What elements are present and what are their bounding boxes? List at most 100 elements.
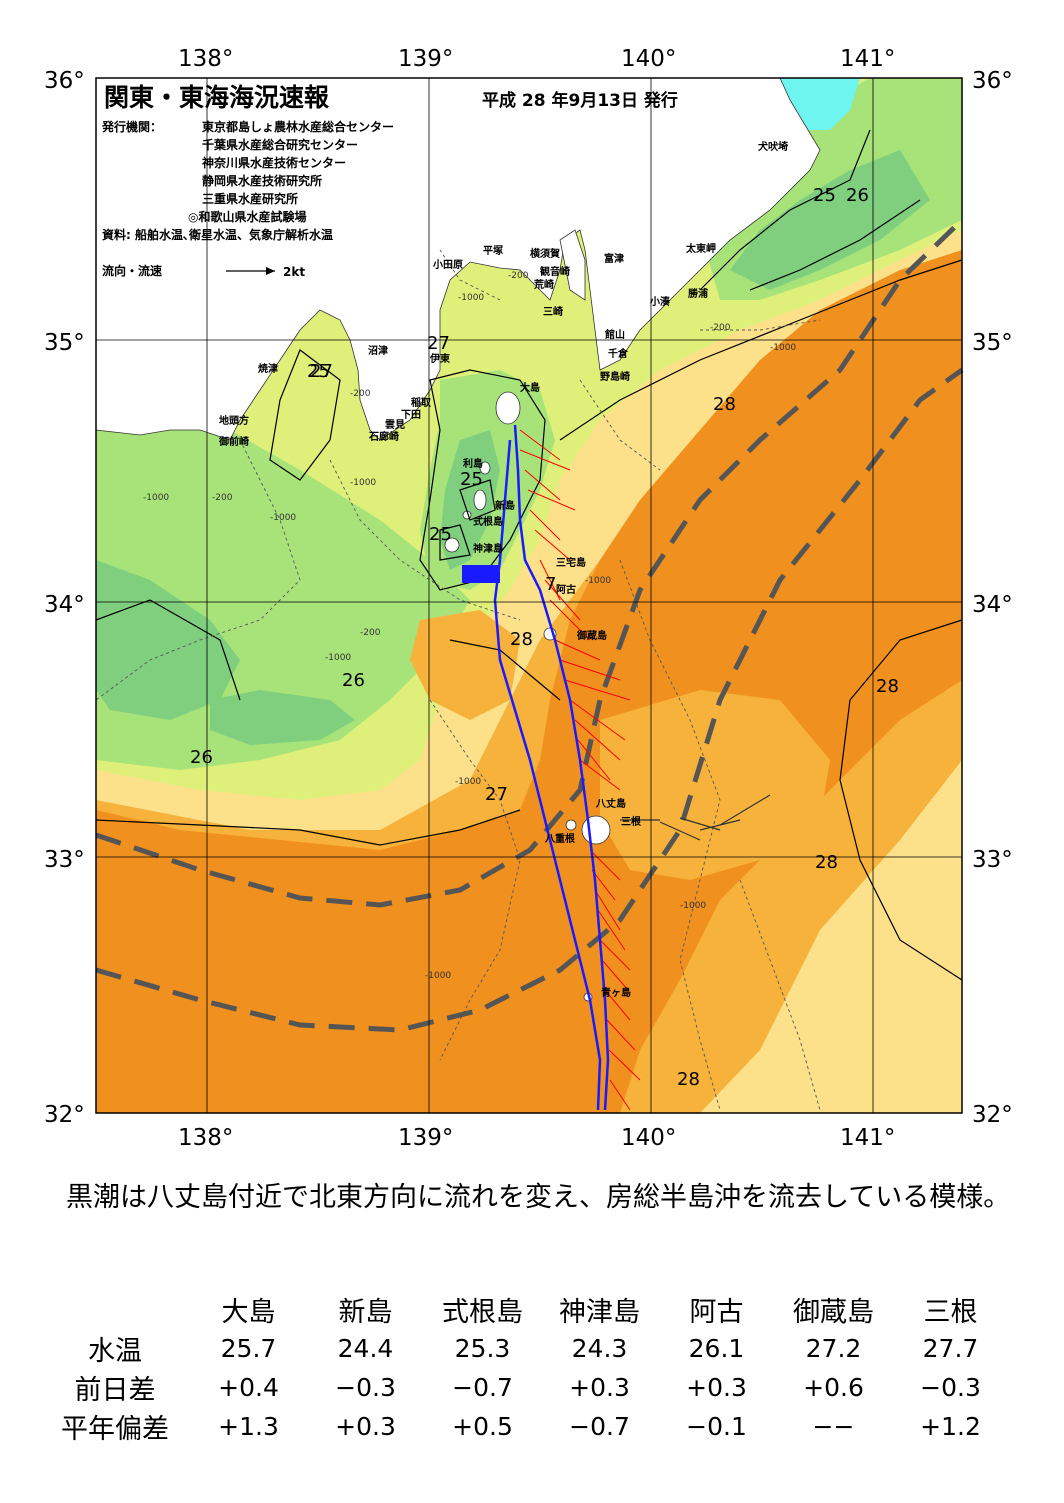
table-row: 水温 25.7 24.4 25.3 24.3 26.1 27.2 27.7 <box>40 1329 1009 1368</box>
lon-bottom-141: 141° <box>840 1125 895 1151</box>
lat-left-35: 35° <box>44 330 85 356</box>
org-item: 静岡県水産技術研究所 <box>202 173 322 188</box>
place-label: 雲見 <box>385 419 405 431</box>
legend-label: 流向・流速 <box>102 263 162 278</box>
place-label: 犬吠埼 <box>758 140 788 153</box>
place-label: 青ヶ島 <box>601 986 631 999</box>
table-cell: +1.3 <box>218 1412 279 1441</box>
lat-left-32: 32° <box>44 1102 85 1128</box>
depth-label: -1000 <box>350 478 376 488</box>
table-cell: 27.2 <box>805 1334 862 1363</box>
column-header: 神津島 <box>559 1297 640 1328</box>
column-header: 式根島 <box>442 1297 523 1328</box>
isotherm-label: 27 <box>427 333 450 354</box>
place-label: 伊東 <box>429 352 450 365</box>
table-corner <box>40 1290 190 1329</box>
lon-bottom-140: 140° <box>621 1125 676 1151</box>
place-label: 野島崎 <box>600 370 630 383</box>
row-label: 前日差 <box>74 1375 156 1406</box>
org-item: 神奈川県水産技術センター <box>202 155 346 170</box>
place-label: 館山 <box>604 328 625 341</box>
lon-top-141: 141° <box>840 46 895 72</box>
place-label: 御蔵島 <box>576 629 607 642</box>
depth-label: -1000 <box>770 343 796 353</box>
isotherm-labels: 25 26 25 27 27 28 25 25 7 28 26 28 26 27… <box>190 185 899 1090</box>
place-label: 横須賀 <box>530 247 560 260</box>
org-label: 発行機関： <box>101 119 162 134</box>
place-label: 小湊 <box>649 295 671 308</box>
depth-label: -200 <box>350 389 371 399</box>
org-item: 千葉県水産総合研究センター <box>202 137 358 152</box>
place-label: 太東岬 <box>685 242 716 255</box>
lon-top-140: 140° <box>621 46 676 72</box>
lon-bottom-138: 138° <box>178 1125 233 1151</box>
table-cell: +0.6 <box>803 1373 864 1402</box>
table-cell: 25.3 <box>454 1334 511 1363</box>
isotherm-label: 28 <box>677 1069 700 1090</box>
place-label: 小田原 <box>432 258 463 271</box>
depth-labels: -200 -1000 -200 -1000 -1000 -200 -1000 -… <box>143 271 796 981</box>
publishers: 発行機関： 東京都島しょ農林水産総合センター 千葉県水産総合研究センター 神奈川… <box>101 119 394 242</box>
place-label: 大島 <box>520 381 540 394</box>
table-cell: −0.1 <box>686 1412 747 1441</box>
place-label: 三崎 <box>543 305 563 318</box>
data-sources: 資料: 船舶水温､衛星水温、気象庁解析水温 <box>102 227 333 242</box>
sea-condition-map: 138° 139° 140° 141° 138° 139° 140° 141° … <box>44 46 1013 1151</box>
lat-right-35: 35° <box>972 330 1013 356</box>
column-header: 新島 <box>338 1297 393 1328</box>
place-label: 三宅島 <box>556 556 586 569</box>
place-label: 阿古 <box>556 583 576 596</box>
lon-top-139: 139° <box>398 46 453 72</box>
place-label: 神津島 <box>473 542 503 555</box>
depth-label: -1000 <box>458 293 484 303</box>
map-frame <box>95 77 963 1114</box>
lon-top-138: 138° <box>178 46 233 72</box>
depth-label: -1000 <box>680 901 706 911</box>
place-label: 千倉 <box>608 347 629 360</box>
place-label: 観音崎 <box>540 265 570 278</box>
place-label: 八重根 <box>544 832 575 845</box>
issue-date: 平成 28 年9月13日 発行 <box>482 90 678 111</box>
table-cell: +0.5 <box>452 1412 513 1441</box>
place-label: 沼津 <box>368 344 388 357</box>
table-cell: 27.7 <box>922 1334 979 1363</box>
table-header-row: 大島 新島 式根島 神津島 阿古 御蔵島 三根 <box>40 1290 1009 1329</box>
place-label: 石廊崎 <box>368 430 399 443</box>
lat-right-32: 32° <box>972 1102 1013 1128</box>
depth-label: -200 <box>508 271 529 281</box>
isotherm-label: 28 <box>815 852 838 873</box>
graticule <box>96 78 962 1113</box>
table-cell: 24.3 <box>571 1334 628 1363</box>
isotherm-label: 27 <box>485 784 508 805</box>
east-current-vectors <box>620 794 771 841</box>
column-header: 御蔵島 <box>793 1297 874 1328</box>
degree-labels: 138° 139° 140° 141° 138° 139° 140° 141° … <box>44 46 1013 1151</box>
lon-bottom-139: 139° <box>398 1125 453 1151</box>
isotherm-label: 28 <box>713 394 736 415</box>
isotherm-label: 25 <box>813 185 836 206</box>
row-label: 水温 <box>88 1336 142 1367</box>
depth-label: -1000 <box>425 971 451 981</box>
place-label: 新島 <box>495 499 515 512</box>
lat-right-34: 34° <box>972 592 1013 618</box>
lat-right-33: 33° <box>972 847 1013 873</box>
org-item: 三重県水産研究所 <box>202 191 298 206</box>
table-cell: +0.4 <box>218 1373 279 1402</box>
table-cell: −0.3 <box>335 1373 396 1402</box>
depth-label: -1000 <box>270 513 296 523</box>
org-item: ◎和歌山県水産試験場 <box>188 209 306 224</box>
table-cell: +0.3 <box>335 1412 396 1441</box>
table-row: 平年偏差 +1.3 +0.3 +0.5 −0.7 −0.1 −− +1.2 <box>40 1407 1009 1446</box>
isotherm-label: 26 <box>846 185 869 206</box>
table-row: 前日差 +0.4 −0.3 −0.7 +0.3 +0.3 +0.6 −0.3 <box>40 1368 1009 1407</box>
column-header: 三根 <box>923 1297 978 1328</box>
place-label: 富津 <box>604 252 624 265</box>
lat-left-33: 33° <box>44 847 85 873</box>
depth-contours <box>95 249 821 1111</box>
place-label: 利島 <box>463 457 483 470</box>
place-label: 平塚 <box>483 244 503 257</box>
org-item: 東京都島しょ農林水産総合センター <box>202 119 394 134</box>
depth-label: -1000 <box>585 576 611 586</box>
table-cell: 24.4 <box>337 1334 394 1363</box>
place-label: 焼津 <box>258 362 278 375</box>
